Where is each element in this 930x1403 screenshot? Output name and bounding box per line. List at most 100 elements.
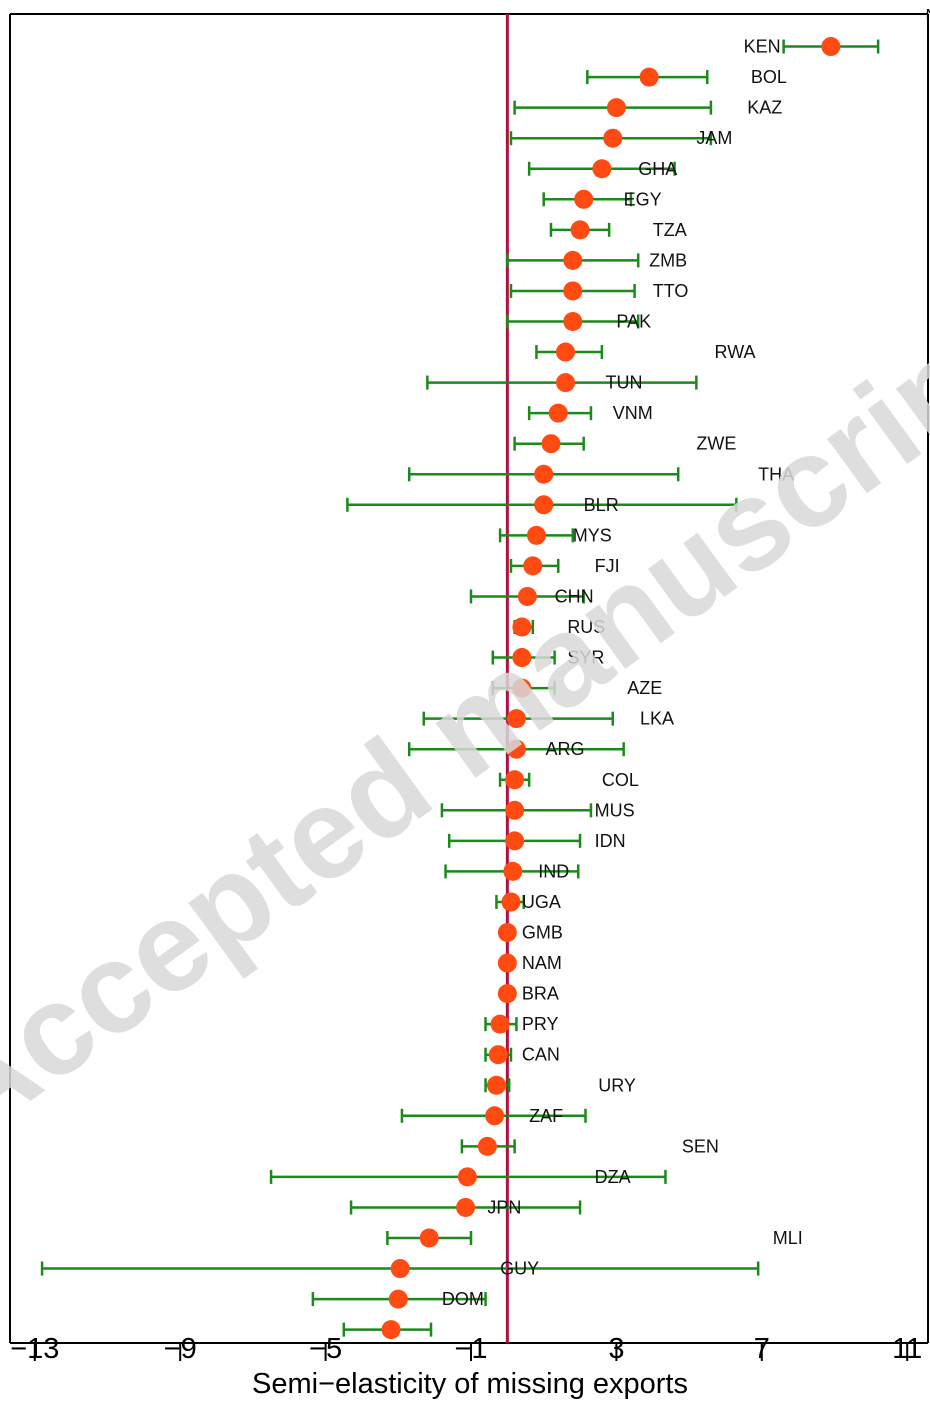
x-tick-label: −5 — [309, 1333, 342, 1365]
country-label-col: COL — [602, 770, 639, 790]
plot-area — [9, 13, 929, 1344]
estimate-point-ind — [503, 861, 523, 881]
estimate-point-jpn — [456, 1197, 476, 1217]
estimate-point-blr — [534, 495, 554, 515]
estimate-point-sen — [477, 1136, 497, 1156]
estimate-point-gmb — [497, 923, 517, 942]
country-label-jpn: JPN — [487, 1197, 521, 1217]
estimate-point-mli — [419, 1228, 439, 1248]
country-label-guy: GUY — [500, 1259, 539, 1279]
estimate-point-rwa — [556, 342, 576, 362]
estimate-point-can — [488, 1045, 508, 1065]
estimate-point-tto — [563, 281, 583, 301]
estimate-point-uga — [501, 892, 521, 912]
country-label-egy: EGY — [624, 189, 662, 209]
estimate-point-bra — [497, 984, 517, 1004]
estimate-point-unlabeled — [381, 1320, 401, 1340]
estimate-point-dom — [388, 1289, 408, 1309]
country-label-uga: UGA — [522, 892, 561, 912]
country-label-ind: IND — [538, 861, 569, 881]
estimate-point-rus — [512, 617, 532, 637]
estimate-point-col — [505, 770, 525, 790]
country-label-dom: DOM — [442, 1289, 484, 1309]
country-label-ken: KEN — [744, 37, 781, 57]
x-tick-label: 3 — [608, 1333, 624, 1365]
estimate-point-tha — [534, 464, 554, 484]
country-label-gha: GHA — [638, 159, 677, 179]
country-label-nga: NGA — [925, 6, 930, 26]
country-label-zmb: ZMB — [649, 250, 687, 270]
country-label-arg: ARG — [546, 739, 585, 759]
country-label-dza: DZA — [595, 1167, 631, 1187]
country-label-pry: PRY — [522, 1014, 559, 1034]
country-label-bra: BRA — [522, 984, 559, 1004]
estimate-point-zwe — [541, 434, 561, 454]
country-label-zwe: ZWE — [696, 434, 736, 454]
country-label-idn: IDN — [595, 831, 626, 851]
estimate-point-bol — [639, 67, 659, 87]
estimate-point-pak — [563, 312, 583, 331]
estimate-point-idn — [505, 831, 525, 851]
country-label-sen: SEN — [682, 1136, 719, 1156]
country-label-nam: NAM — [522, 953, 562, 973]
estimate-point-kaz — [606, 98, 626, 118]
estimate-point-aze — [512, 678, 532, 698]
country-label-syr: SYR — [567, 648, 604, 668]
country-label-mys: MYS — [573, 525, 612, 545]
estimate-point-zaf — [485, 1106, 505, 1126]
country-label-rus: RUS — [567, 617, 605, 637]
country-label-tto: TTO — [653, 281, 689, 301]
country-label-bol: BOL — [751, 67, 787, 87]
estimate-point-jam — [603, 128, 623, 148]
estimate-point-arg — [506, 739, 526, 759]
country-label-mus: MUS — [595, 800, 635, 820]
country-label-zaf: ZAF — [529, 1106, 563, 1126]
country-label-fji: FJI — [595, 556, 620, 576]
estimate-point-tza — [570, 220, 590, 240]
estimate-point-zmb — [563, 250, 583, 270]
country-label-rwa: RWA — [715, 342, 756, 362]
estimate-point-syr — [512, 648, 532, 668]
x-tick-label: 7 — [754, 1333, 770, 1365]
x-tick-label: 11 — [892, 1333, 922, 1365]
estimate-point-egy — [574, 189, 594, 209]
estimate-point-mys — [526, 525, 546, 545]
country-label-gmb: GMB — [522, 923, 563, 943]
country-label-can: CAN — [522, 1045, 560, 1065]
estimate-point-mus — [505, 800, 525, 820]
country-label-vnm: VNM — [613, 403, 653, 423]
x-axis-title: Semi−elasticity of missing exports — [252, 1368, 688, 1400]
estimate-point-nam — [497, 953, 517, 973]
estimate-point-lka — [506, 709, 526, 729]
country-label-aze: AZE — [627, 678, 662, 698]
watermark: Accepted manuscript — [0, 284, 930, 1165]
country-label-kaz: KAZ — [747, 98, 782, 118]
country-label-lka: LKA — [640, 709, 674, 729]
estimate-point-fji — [523, 556, 543, 576]
estimate-point-chn — [517, 586, 537, 606]
estimate-point-vnm — [548, 403, 568, 423]
country-label-tun: TUN — [605, 373, 642, 393]
country-label-ury: URY — [598, 1075, 636, 1095]
country-label-mli: MLI — [773, 1228, 803, 1248]
x-tick-label: −13 — [10, 1333, 59, 1365]
estimate-point-dza — [457, 1167, 477, 1187]
country-label-jam: JAM — [696, 128, 732, 148]
estimate-point-ury — [486, 1075, 506, 1095]
country-label-pak: PAK — [616, 312, 651, 332]
x-axis: −13 −9 −5 −1 3 7 11 — [10, 1333, 922, 1365]
estimate-point-tun — [556, 373, 576, 393]
estimate-point-guy — [390, 1259, 410, 1279]
estimate-point-ken — [821, 37, 841, 57]
country-label-blr: BLR — [584, 495, 619, 515]
estimate-point-pry — [490, 1014, 510, 1034]
x-tick-label: −1 — [454, 1333, 487, 1365]
chart-marks — [40, 37, 880, 1340]
country-label-tza: TZA — [653, 220, 687, 240]
country-label-tha: THA — [758, 464, 794, 484]
country-label-chn: CHN — [555, 586, 594, 606]
x-tick-label: −9 — [164, 1333, 197, 1365]
estimate-point-gha — [592, 159, 612, 179]
